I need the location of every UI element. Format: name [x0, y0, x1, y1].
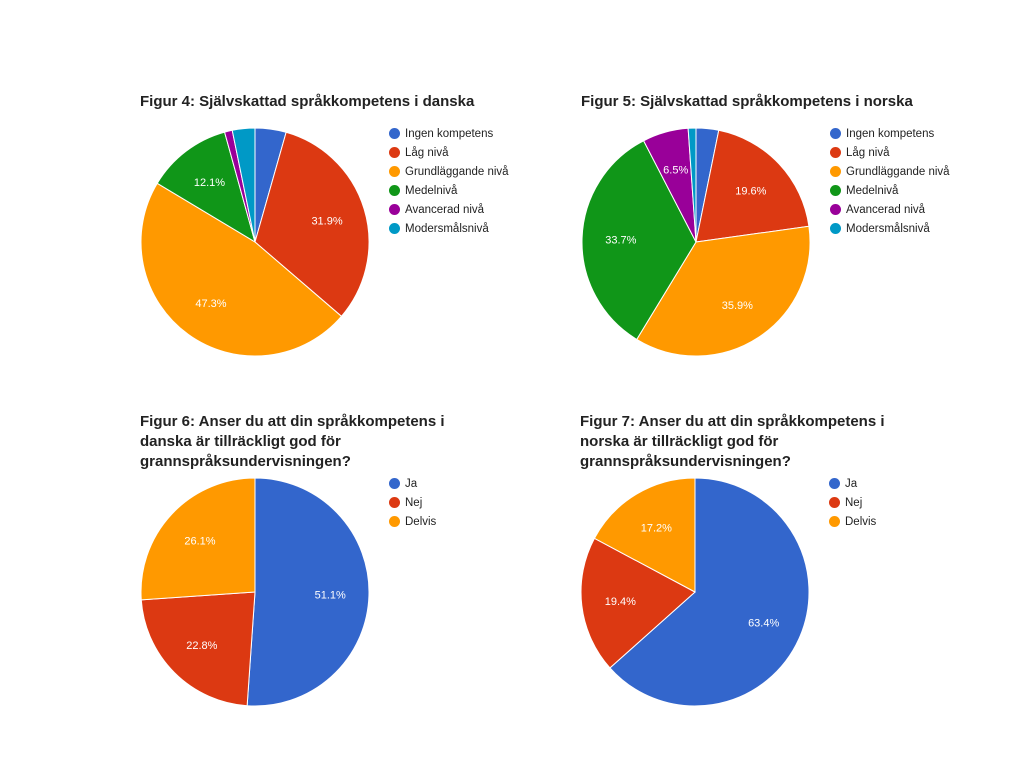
pie-slice: [636, 225, 811, 357]
legend-item: Ingen kompetens: [389, 127, 519, 141]
slice-value-label: 47.3%: [195, 298, 226, 310]
slice-value-label: 31.9%: [311, 215, 342, 227]
slice-value-label: 26.1%: [184, 536, 215, 548]
chart-panel-fig4: Figur 4: Självskattad språkkompetens i d…: [140, 92, 520, 372]
legend: Ingen kompetens Låg nivå Grundläggande niv…: [389, 127, 519, 241]
legend-item: Medelnivå: [830, 184, 960, 198]
legend-swatch: [830, 204, 841, 215]
legend-label: Grundläggande nivå: [405, 166, 509, 178]
legend-item: Låg nivå: [389, 146, 519, 160]
pie-slice: [695, 129, 810, 243]
legend-swatch: [829, 516, 840, 527]
legend-label: Delvis: [405, 516, 437, 528]
pie-slice: [609, 477, 810, 707]
legend-swatch: [830, 166, 841, 177]
legend-item: Delvis: [829, 515, 959, 529]
legend-label: Grundläggande nivå: [846, 166, 950, 178]
legend-swatch: [830, 128, 841, 139]
slice-value-label: 6.5%: [663, 165, 688, 177]
slice-value-label: 19.4%: [605, 596, 636, 608]
legend-swatch: [389, 516, 400, 527]
slice-value-label: 19.6%: [735, 185, 766, 197]
legend-swatch: [389, 497, 400, 508]
legend-label: Nej: [405, 497, 423, 509]
slice-value-label: 22.8%: [186, 640, 217, 652]
legend-label: Avancerad nivå: [405, 204, 485, 216]
legend-swatch: [389, 185, 400, 196]
legend-label: Nej: [845, 497, 863, 509]
slice-value-label: 17.2%: [641, 522, 672, 534]
legend-swatch: [829, 478, 840, 489]
legend-item: Grundläggande nivå: [389, 165, 519, 179]
legend-item: Ja: [389, 477, 519, 491]
legend-item: Modersmålsnivå: [389, 222, 519, 236]
pie-chart: 63.4% 19.4% 17.2%: [580, 477, 810, 707]
legend-swatch: [830, 147, 841, 158]
legend-item: Ja: [829, 477, 959, 491]
legend-item: Ingen kompetens: [830, 127, 960, 141]
pie-slice: [246, 477, 370, 707]
chart-panel-fig6: Figur 6: Anser du att din språkkompetens…: [140, 412, 520, 722]
slice-value-label: 63.4%: [748, 618, 779, 630]
legend-swatch: [389, 147, 400, 158]
legend-swatch: [830, 185, 841, 196]
slice-value-label: 35.9%: [722, 300, 753, 312]
pie-chart: 51.1% 22.8% 26.1%: [140, 477, 370, 707]
legend-swatch: [829, 497, 840, 508]
legend-swatch: [389, 478, 400, 489]
legend-label: Ingen kompetens: [405, 128, 494, 140]
legend-label: Modersmålsnivå: [846, 223, 930, 235]
pie-slice: [254, 131, 370, 318]
slice-value-label: 51.1%: [315, 590, 346, 602]
legend-label: Låg nivå: [405, 147, 449, 159]
legend-swatch: [830, 223, 841, 234]
pie-slice: [231, 127, 256, 243]
legend-item: Nej: [829, 496, 959, 510]
legend-label: Delvis: [845, 516, 877, 528]
pie-chart: 31.9% 47.3% 12.1%: [140, 127, 370, 357]
slice-value-label: 12.1%: [194, 177, 225, 189]
legend-item: Modersmålsnivå: [830, 222, 960, 236]
legend: Ingen kompetens Låg nivå Grundläggande niv…: [830, 127, 960, 241]
legend-label: Modersmålsnivå: [405, 223, 489, 235]
legend-item: Avancerad nivå: [389, 203, 519, 217]
legend-label: Avancerad nivå: [846, 204, 926, 216]
chart-title: Figur 5: Självskattad språkkompetens i n…: [581, 93, 913, 110]
slice-value-label: 33.7%: [605, 234, 636, 246]
legend-item: Avancerad nivå: [830, 203, 960, 217]
pie-slice: [156, 131, 256, 244]
chart-panel-fig7: Figur 7: Anser du att din språkkompetens…: [580, 412, 960, 722]
pie-slice: [581, 140, 697, 341]
pie-slice: [580, 537, 696, 669]
pie-slice: [140, 182, 343, 357]
legend: Ja Nej Delvis: [829, 477, 959, 534]
chart-panel-fig5: Figur 5: Självskattad språkkompetens i n…: [581, 92, 961, 372]
chart-title: Figur 7: Anser du att din språkkompetens…: [580, 413, 885, 470]
legend-label: Ja: [405, 478, 418, 490]
pie-slice: [593, 477, 696, 593]
legend-label: Ja: [845, 478, 858, 490]
pie-slice: [687, 127, 697, 243]
chart-title: Figur 6: Anser du att din språkkompetens…: [140, 413, 445, 470]
legend-label: Ingen kompetens: [846, 128, 935, 140]
legend: Ja Nej Delvis: [389, 477, 519, 534]
legend-item: Grundläggande nivå: [830, 165, 960, 179]
legend-label: Låg nivå: [846, 147, 890, 159]
legend-swatch: [389, 223, 400, 234]
legend-label: Medelnivå: [405, 185, 458, 197]
legend-item: Nej: [389, 496, 519, 510]
legend-item: Delvis: [389, 515, 519, 529]
legend-item: Låg nivå: [830, 146, 960, 160]
chart-title: Figur 4: Självskattad språkkompetens i d…: [140, 93, 475, 110]
legend-swatch: [389, 204, 400, 215]
legend-item: Medelnivå: [389, 184, 519, 198]
legend-swatch: [389, 166, 400, 177]
pie-chart: 19.6% 35.9% 33.7% 6.5%: [581, 127, 811, 357]
pie-slice: [140, 477, 256, 601]
pie-slice: [140, 591, 256, 707]
legend-swatch: [389, 128, 400, 139]
legend-label: Medelnivå: [846, 185, 899, 197]
